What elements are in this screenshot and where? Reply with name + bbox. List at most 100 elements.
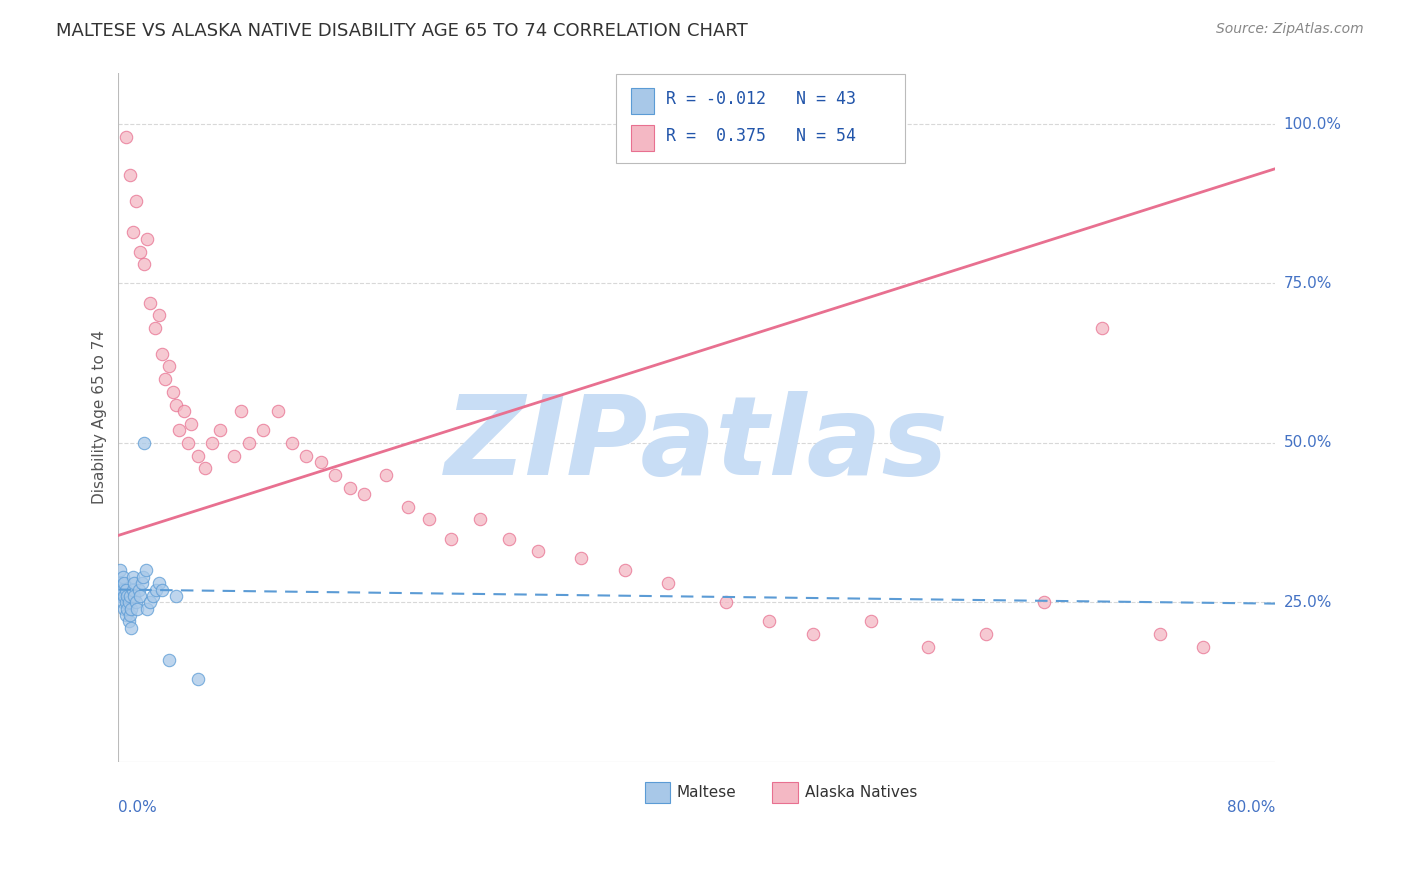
Point [124,576,146,591]
Point [114,595,136,609]
Point [114,582,136,597]
Point [208,423,231,437]
Point [112,589,135,603]
Text: 80.0%: 80.0% [1227,799,1275,814]
Point [167,423,190,437]
Point [173,404,195,418]
Bar [772,782,797,803]
Point [139,295,162,310]
Point [136,232,159,246]
Point [125,595,148,609]
FancyBboxPatch shape [616,74,905,162]
Bar [645,782,671,803]
Point [758,615,780,629]
Y-axis label: Disability Age 65 to 74: Disability Age 65 to 74 [93,330,107,504]
Point [122,570,145,584]
Point [108,582,131,597]
Point [143,321,166,335]
Point [120,601,142,615]
Point [162,384,184,399]
Point [135,564,157,578]
Point [115,601,138,615]
Point [118,168,141,182]
Point [375,467,398,482]
Point [325,467,347,482]
Point [122,226,145,240]
Point [224,449,246,463]
Point [124,589,146,603]
Point [112,576,135,591]
Point [339,481,361,495]
Point [180,417,202,431]
Point [657,576,679,591]
Point [714,595,737,609]
Text: 100.0%: 100.0% [1284,117,1341,131]
Point [974,627,997,641]
Point [187,449,209,463]
Point [187,672,209,686]
Point [498,532,520,546]
Point [110,576,132,591]
Point [142,589,165,603]
Point [440,532,463,546]
Point [134,436,156,450]
Point [112,601,135,615]
Text: 75.0%: 75.0% [1284,276,1331,291]
Point [157,653,180,667]
Point [125,194,148,208]
Point [134,257,156,271]
Point [132,570,155,584]
Point [120,621,142,635]
Bar [631,88,654,114]
Point [139,595,162,609]
Point [1149,627,1171,641]
Point [129,244,152,259]
Point [801,627,824,641]
Point [1192,640,1215,654]
Point [177,436,200,450]
Point [111,570,134,584]
Point [468,512,491,526]
Text: 25.0%: 25.0% [1284,595,1331,610]
Text: Maltese: Maltese [676,785,735,800]
Text: R =  0.375   N = 54: R = 0.375 N = 54 [665,128,856,145]
Point [145,582,167,597]
Point [527,544,550,558]
Point [194,461,217,475]
Point [165,398,187,412]
Point [114,608,136,623]
Point [1091,321,1114,335]
Point [115,589,138,603]
Point [110,589,132,603]
Point [118,608,141,623]
Point [129,589,152,603]
Text: 50.0%: 50.0% [1284,435,1331,450]
Point [1033,595,1056,609]
Text: Alaska Natives: Alaska Natives [804,785,917,800]
Text: 0.0%: 0.0% [118,799,157,814]
Point [128,582,150,597]
Point [917,640,939,654]
Point [127,601,149,615]
Point [201,436,224,450]
Point [136,601,159,615]
Text: ZIPatlas: ZIPatlas [446,392,949,499]
Point [153,372,176,386]
Point [107,576,129,591]
Point [117,615,139,629]
Point [114,129,136,144]
Bar [631,125,654,151]
Point [281,436,304,450]
Text: R = -0.012   N = 43: R = -0.012 N = 43 [665,90,856,108]
Point [266,404,288,418]
Point [122,582,145,597]
Point [309,455,332,469]
Point [117,595,139,609]
Point [418,512,440,526]
Point [859,615,882,629]
Point [148,309,170,323]
Point [165,589,187,603]
Point [111,582,134,597]
Text: MALTESE VS ALASKA NATIVE DISABILITY AGE 65 TO 74 CORRELATION CHART: MALTESE VS ALASKA NATIVE DISABILITY AGE … [56,22,748,40]
Point [111,595,134,609]
